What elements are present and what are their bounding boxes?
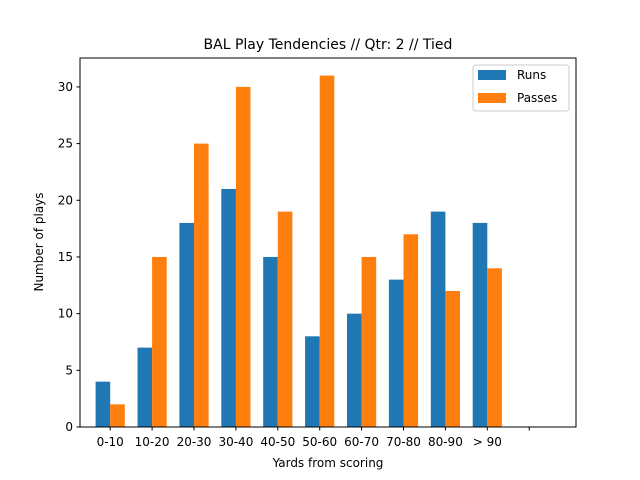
legend: Runs Passes — [472, 64, 570, 112]
plot-frame — [79, 57, 577, 428]
legend-swatch-runs — [478, 70, 506, 80]
y-tick-label: 30 — [58, 80, 73, 94]
bar-passes-30-40 — [235, 86, 251, 427]
legend-label-passes: Passes — [517, 91, 557, 105]
x-tick-label: > 90 — [473, 435, 502, 449]
bar-passes-50-60 — [319, 75, 335, 428]
bar-runs-50-60 — [305, 336, 320, 427]
y-tick-label: 0 — [65, 420, 73, 434]
bar-passes-70-80 — [403, 234, 419, 427]
x-tick-label: 40-50 — [260, 435, 295, 449]
bars-layer — [95, 75, 502, 428]
y-axis-label: Number of plays — [32, 192, 46, 291]
chart-title: BAL Play Tendencies // Qtr: 2 // Tied — [204, 37, 453, 53]
bar-passes-20-30 — [194, 143, 209, 428]
y-tick-label: 5 — [65, 363, 73, 377]
bar-runs-60-70 — [347, 313, 362, 427]
bar-runs-70-80 — [388, 279, 404, 427]
x-tick-label: 0-10 — [97, 435, 124, 449]
bar-passes-0-10 — [110, 404, 125, 427]
y-tick-label: 10 — [58, 307, 73, 321]
bar-runs-20-30 — [179, 222, 194, 427]
y-tick-label: 15 — [58, 250, 73, 264]
legend-label-runs: Runs — [517, 68, 546, 82]
x-tick-label: 60-70 — [344, 435, 379, 449]
bar-runs-0-10 — [95, 381, 111, 427]
x-tick-label: 10-20 — [135, 435, 170, 449]
bar-passes-60-70 — [361, 256, 377, 427]
bar-runs-10-20 — [137, 347, 153, 427]
bar-passes-90 — [487, 268, 502, 427]
x-tick-label: 30-40 — [218, 435, 253, 449]
bar-passes-80-90 — [445, 290, 460, 427]
y-tick-label: 25 — [58, 137, 73, 151]
bar-passes-40-50 — [277, 211, 293, 427]
x-tick-label: 80-90 — [428, 435, 463, 449]
x-tick-label: 20-30 — [177, 435, 212, 449]
bar-runs-80-90 — [430, 211, 446, 427]
bar-runs-90 — [472, 222, 488, 427]
x-axis-label: Yards from scoring — [272, 456, 384, 470]
x-tick-label: 70-80 — [386, 435, 421, 449]
y-tick-label: 20 — [58, 193, 73, 207]
bar-runs-30-40 — [221, 188, 236, 427]
x-tick-label: 50-60 — [302, 435, 337, 449]
legend-swatch-passes — [478, 93, 506, 103]
bar-runs-40-50 — [263, 256, 278, 427]
bar-passes-10-20 — [152, 256, 167, 427]
axes-layer: 0 5 10 15 20 25 30 0-10 10-20 20-30 30-40 40-50 50-6… — [58, 57, 577, 449]
